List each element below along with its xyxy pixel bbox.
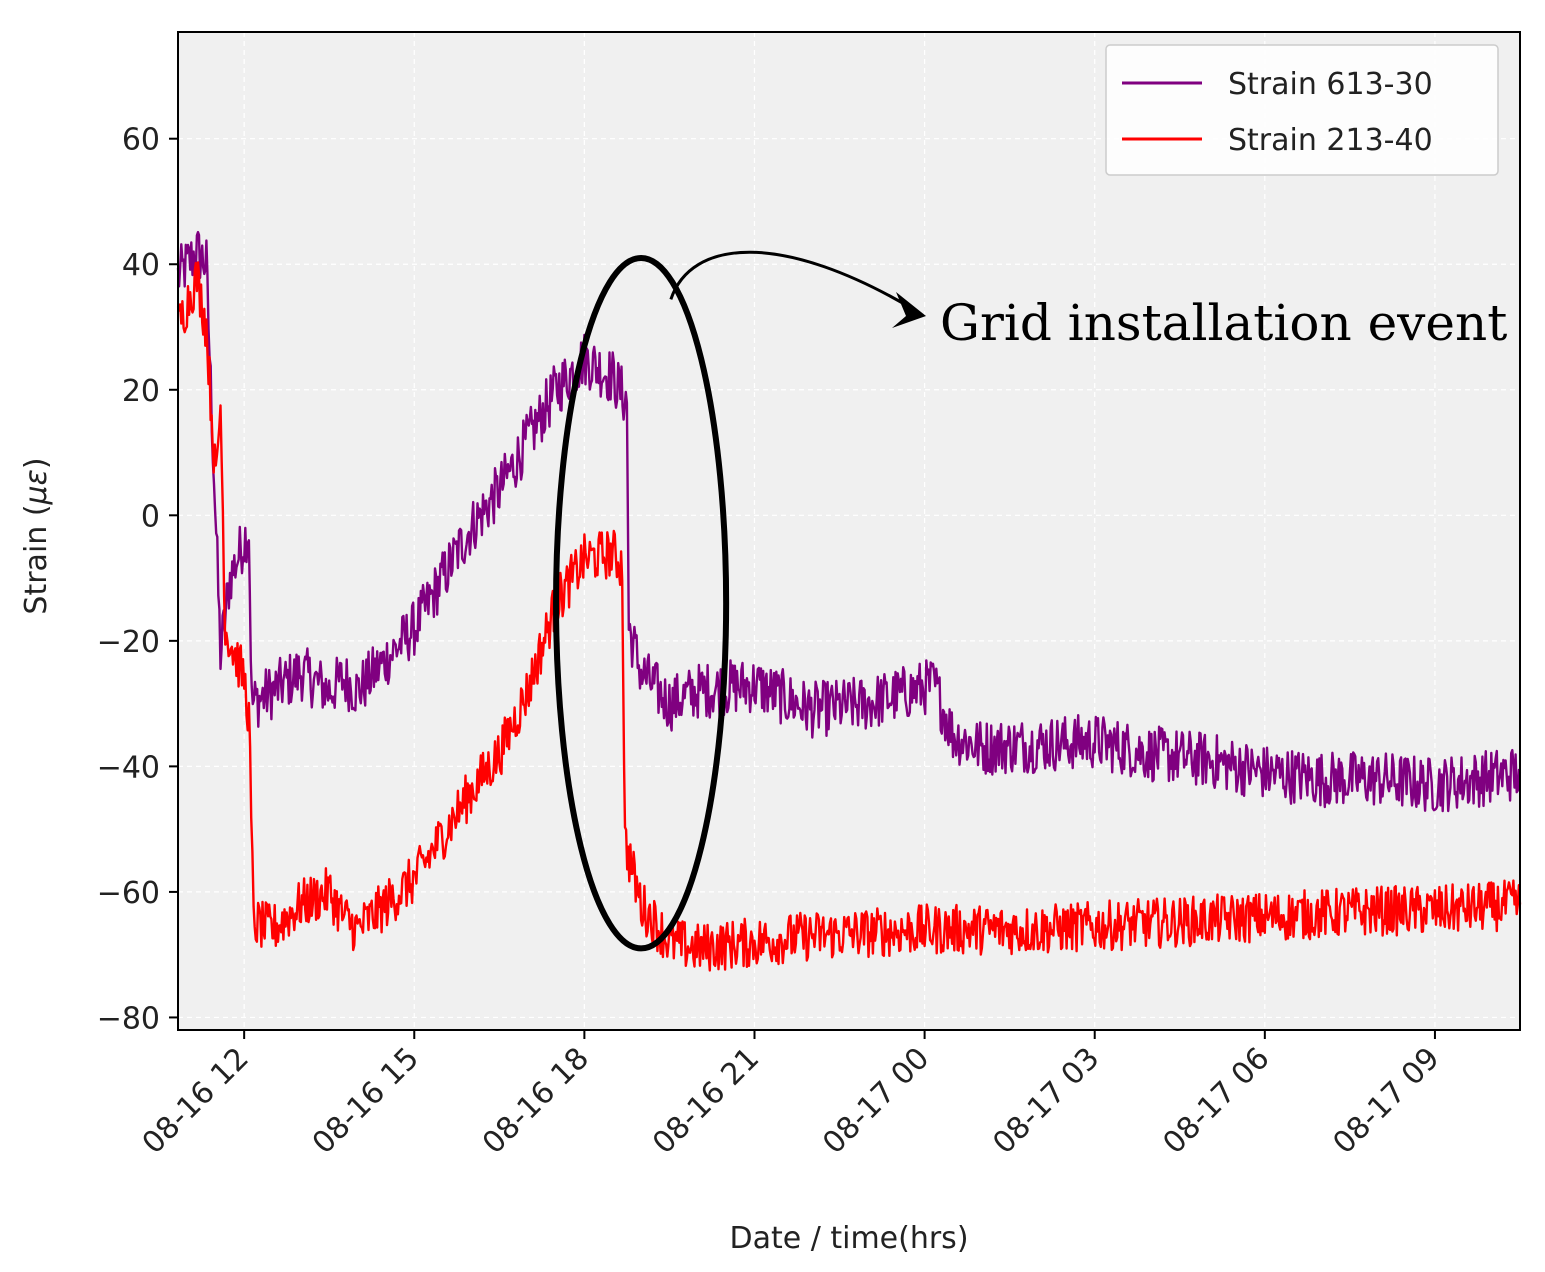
y-tick-label: 40: [122, 248, 160, 283]
y-tick-label: 20: [122, 374, 160, 409]
y-tick-label: −40: [97, 750, 160, 785]
y-axis-label: Strain (με): [19, 457, 54, 614]
x-tick-label: 08-16 12: [136, 1041, 256, 1161]
x-tick-label: 08-17 03: [986, 1041, 1106, 1161]
y-tick-label: 60: [122, 123, 160, 158]
x-axis-label: Date / time(hrs): [729, 1221, 968, 1256]
series-line-strain-613-30: [176, 230, 1522, 813]
annotation-grid-installation-event: Grid installation event: [940, 294, 1507, 352]
plot-background: [178, 32, 1520, 1030]
annotation-arrow: [669, 250, 919, 314]
annotation-ellipse: [553, 254, 730, 952]
x-tick-label: 08-17 06: [1156, 1041, 1276, 1161]
legend-entry-strain-213-40: Strain 213-40: [1228, 123, 1433, 158]
y-tick-label: −80: [97, 1001, 160, 1036]
annotation-arrowhead: [892, 292, 926, 328]
series-line-strain-213-40: [176, 261, 1522, 972]
y-axis-ticks: 60 40 20 0 −20 −40 −60 −80: [97, 123, 178, 1036]
y-tick-label: 0: [141, 499, 160, 534]
annotation-layer: [553, 250, 926, 952]
x-tick-label: 08-17 00: [816, 1041, 936, 1161]
y-axis-label-symbol: με: [19, 469, 54, 505]
grid-lines: [178, 32, 1520, 1030]
series-layer: [176, 230, 1522, 972]
x-axis-ticks: 08-16 12 08-16 15 08-16 18 08-16 21 08-17 00…: [136, 1030, 1447, 1161]
x-tick-label: 08-17 09: [1326, 1041, 1446, 1161]
y-axis-label-suffix: ): [19, 457, 54, 469]
x-tick-label: 08-16 18: [476, 1041, 596, 1161]
y-axis-label-prefix: Strain (: [19, 504, 54, 614]
legend-box: [1105, 44, 1499, 176]
legend-entry-strain-613-30: Strain 613-30: [1228, 67, 1433, 102]
x-tick-label: 08-16 21: [646, 1041, 766, 1161]
plot-frame: [177, 31, 1521, 1031]
legend: Strain 613-30 Strain 213-40: [1105, 44, 1499, 176]
x-tick-label: 08-16 15: [306, 1041, 426, 1161]
y-tick-label: −60: [97, 876, 160, 911]
y-tick-label: −20: [97, 625, 160, 660]
